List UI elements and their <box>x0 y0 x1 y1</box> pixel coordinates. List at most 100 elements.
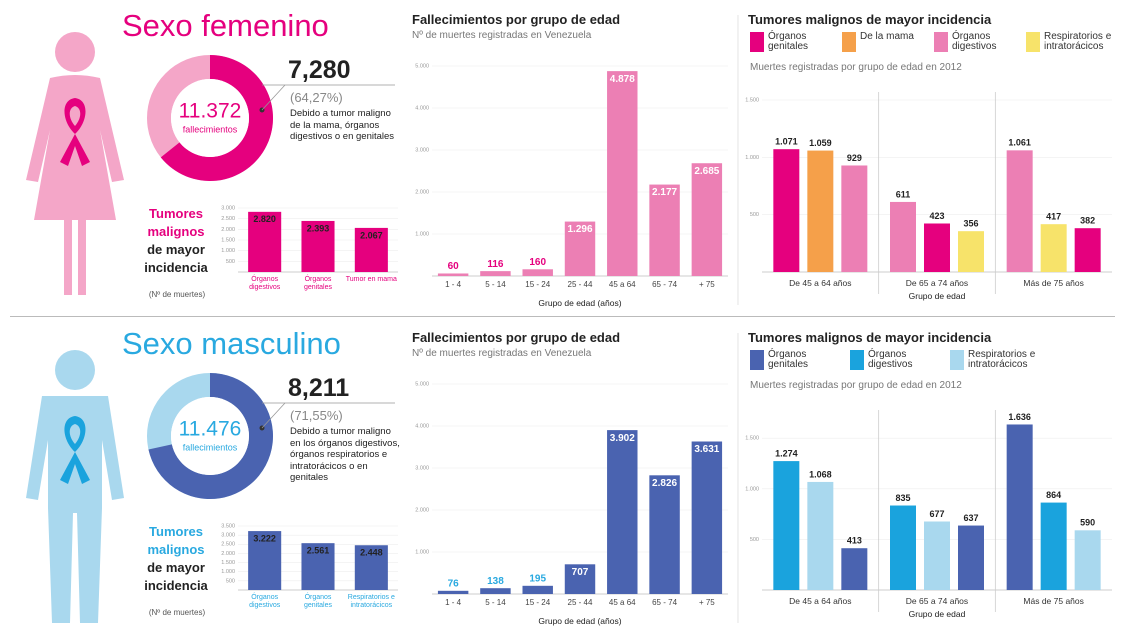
description: Debido a tumor maligno de la mama, órgan… <box>290 108 402 143</box>
legend-swatch <box>842 32 856 52</box>
y-tick-label: 2.000 <box>221 227 235 233</box>
x-tick-label: + 75 <box>686 598 728 607</box>
donut-total-label: fallecimientos <box>183 124 238 134</box>
small-title-b: de mayor incidencia <box>138 241 214 277</box>
x-tick-label: Órganos digestivos <box>238 276 291 292</box>
value-label: 413 <box>847 536 862 546</box>
value-label: 3.222 <box>253 533 276 543</box>
legend-swatch <box>750 350 764 370</box>
y-tick-label: 1.500 <box>745 436 759 442</box>
legend-item: Respiratorios e intratorácicos <box>1026 32 1114 52</box>
x-tick-label: Más de 75 años <box>995 278 1112 288</box>
x-tick-label: 15 - 24 <box>517 598 559 607</box>
bar <box>438 273 468 276</box>
bar <box>649 185 679 276</box>
y-tick-label: 500 <box>226 578 235 584</box>
y-tick-label: 2.500 <box>221 542 235 548</box>
y-tick-label: 3.000 <box>415 147 429 153</box>
bar <box>841 165 867 272</box>
donut-total: 11.476 <box>179 418 242 441</box>
x-axis-label: Grupo de edad (años) <box>432 298 728 308</box>
value-label: 929 <box>847 153 862 163</box>
bar <box>1041 224 1067 272</box>
value-label: 4.878 <box>610 74 635 85</box>
y-tick-label: 1.000 <box>221 248 235 254</box>
value-label: 1.071 <box>775 137 798 147</box>
x-tick-label: Órganos genitales <box>291 276 344 292</box>
small-note: (Nº de muertes) <box>132 608 222 617</box>
y-tick-label: 2.000 <box>415 507 429 513</box>
y-tick-label: 2.000 <box>415 189 429 195</box>
x-axis-label: Grupo de edad <box>879 291 996 301</box>
bar <box>1075 228 1101 272</box>
chart-title: Tumores malignos de mayor incidencia <box>748 330 991 345</box>
value-label: 1.636 <box>1008 412 1031 422</box>
legend-label: Órganos genitales <box>768 350 846 370</box>
x-tick-label: 15 - 24 <box>517 280 559 289</box>
value-label: 1.059 <box>809 138 832 148</box>
legend-label: Órganos digestivos <box>868 350 946 370</box>
legend-swatch <box>850 350 864 370</box>
legend-item: Órganos digestivos <box>850 350 946 370</box>
legend-item: Órganos digestivos <box>934 32 1022 52</box>
count: 7,280 <box>288 56 351 85</box>
x-tick-label: De 65 a 74 años <box>879 278 996 288</box>
x-tick-label: Tumor en mama <box>345 276 398 284</box>
bar <box>924 223 950 272</box>
bar <box>1007 150 1033 272</box>
y-tick-label: 1.000 <box>415 549 429 555</box>
bar <box>480 271 510 276</box>
x-tick-label: De 65 a 74 años <box>879 596 996 606</box>
value-label: 611 <box>896 189 911 199</box>
value-label: 1.274 <box>775 448 798 458</box>
x-tick-label: Órganos digestivos <box>238 594 291 610</box>
legend-item: Órganos genitales <box>750 350 846 370</box>
bar <box>607 71 637 276</box>
x-tick-label: 1 - 4 <box>432 598 474 607</box>
y-tick-label: 5.000 <box>415 381 429 387</box>
legend-swatch <box>934 32 948 52</box>
percent: (64,27%) <box>290 90 343 105</box>
bar <box>1007 424 1033 590</box>
x-tick-label: Más de 75 años <box>995 596 1112 606</box>
small-note: (Nº de muertes) <box>132 290 222 299</box>
x-tick-label: 5 - 14 <box>474 598 516 607</box>
female-section: 11.372fallecimientos5001.0001.5002.0002.… <box>0 0 1125 312</box>
legend-label: Respiratorios e intratorácicos <box>968 350 1046 370</box>
bar <box>807 482 833 590</box>
legend-swatch <box>950 350 964 370</box>
value-label: 637 <box>963 513 978 523</box>
x-tick-label: De 45 a 64 años <box>762 596 879 606</box>
x-tick-label: Respiratorios e intratorácicos <box>345 594 398 610</box>
value-label: 76 <box>448 578 460 589</box>
chart-subtitle: Nº de muertes registradas en Venezuela <box>412 30 591 41</box>
y-tick-label: 1.500 <box>745 97 759 103</box>
bar <box>522 269 552 276</box>
chart-subtitle: Muertes registradas por grupo de edad en… <box>750 380 962 391</box>
value-label: 1.061 <box>1008 138 1031 148</box>
bar <box>773 149 799 272</box>
x-axis-label: Grupo de edad (años) <box>432 616 728 626</box>
value-label: 356 <box>963 219 978 229</box>
x-tick-label: 25 - 44 <box>559 280 601 289</box>
x-tick-label: Órganos genitales <box>291 594 344 610</box>
value-label: 160 <box>529 257 546 268</box>
y-tick-label: 500 <box>750 212 759 218</box>
value-label: 2.561 <box>307 546 330 556</box>
x-tick-label: 45 a 64 <box>601 598 643 607</box>
legend-label: Órganos genitales <box>768 32 838 52</box>
section-title: Sexo masculino <box>122 326 341 362</box>
y-tick-label: 3.500 <box>221 523 235 529</box>
x-tick-label: De 45 a 64 años <box>762 278 879 288</box>
value-label: 2.067 <box>360 230 383 240</box>
x-tick-label: + 75 <box>686 280 728 289</box>
legend-label: Órganos digestivos <box>952 32 1022 52</box>
y-tick-label: 4.000 <box>415 423 429 429</box>
legend-swatch <box>750 32 764 52</box>
chart-subtitle: Nº de muertes registradas en Venezuela <box>412 348 591 359</box>
value-label: 116 <box>487 259 504 270</box>
y-tick-label: 1.500 <box>221 237 235 243</box>
value-label: 2.685 <box>694 166 719 177</box>
value-label: 3.902 <box>610 433 635 444</box>
y-tick-label: 4.000 <box>415 105 429 111</box>
